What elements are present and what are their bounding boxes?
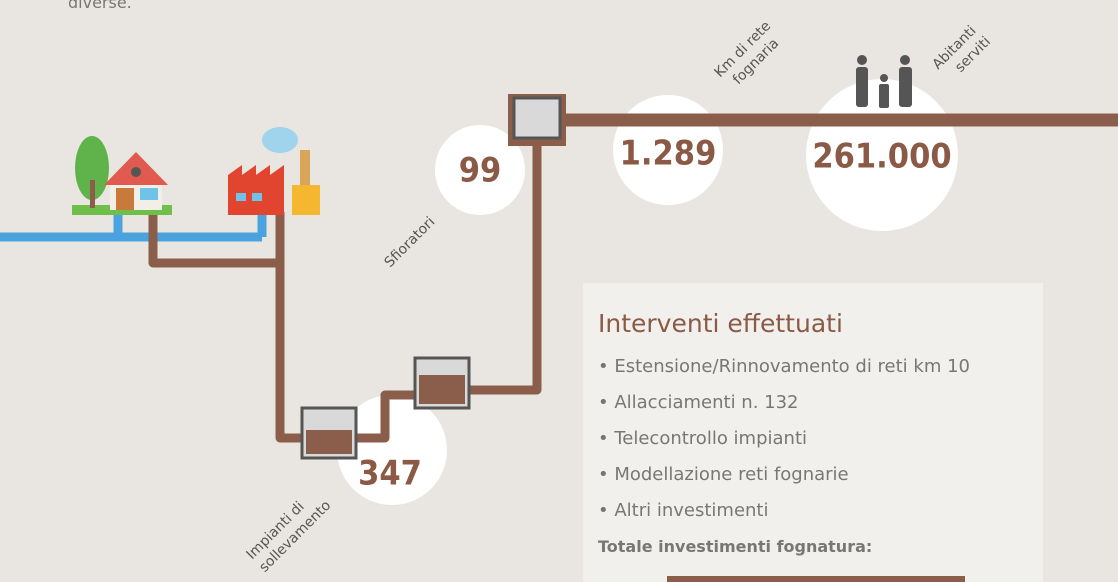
total-box	[667, 576, 965, 582]
list-item: • Altri investimenti	[598, 500, 768, 521]
stat-value: 1.289	[620, 134, 717, 174]
stat-value: 261.000	[812, 137, 951, 177]
house-icon	[72, 136, 172, 215]
factory-icon	[228, 127, 320, 215]
tanks	[302, 94, 566, 458]
list-item: • Modellazione reti fognarie	[598, 464, 849, 485]
stat-label: Sfioratori	[382, 214, 439, 271]
stat-value: 99	[459, 151, 502, 191]
list-item: • Telecontrollo impianti	[598, 428, 807, 449]
panel-title: Interventi effettuati	[598, 309, 843, 338]
infographic: diverse. 99 1.289 261.000 347 Sfioratori…	[0, 0, 1118, 582]
list-item: • Estensione/Rinnovamento di reti km 10	[598, 356, 970, 377]
intro-text: diverse.	[68, 0, 132, 12]
stat-value: 347	[358, 454, 422, 494]
list-item: • Allacciamenti n. 132	[598, 392, 799, 413]
total-label: Totale investimenti fognatura:	[598, 537, 872, 556]
family-icon	[856, 55, 912, 108]
